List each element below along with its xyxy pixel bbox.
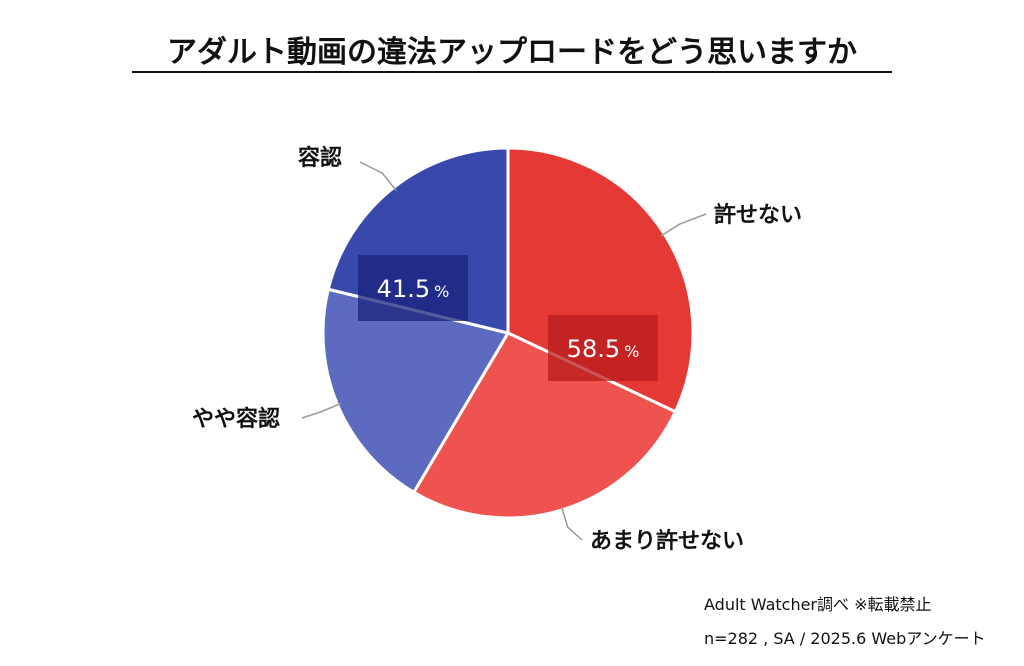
leader-line-amari-yurusenai [560,505,583,541]
svg-text:41.5%: 41.5% [377,275,450,303]
slice-label-yurusenai: 許せない [714,202,802,228]
svg-text:58.5%: 58.5% [567,335,640,363]
group-badge-approve-box [358,255,468,321]
source-line-1: Adult Watcher調べ ※転載禁止 [704,595,932,614]
group-unit-approve: % [434,282,449,301]
leader-line-younin [359,161,397,192]
leader-line-yaya-younin [301,402,342,419]
slice-label-amari-yurusenai: あまり許せない [590,528,744,554]
slice-label-younin: 容認 [298,145,342,171]
chart-title: アダルト動画の違法アップロードをどう思いますか [167,35,857,70]
leader-line-yurusenai [660,213,707,237]
slice-label-yaya-younin: やや容認 [192,406,280,432]
group-badge-disapprove: 58.5% [548,315,658,381]
group-unit-disapprove: % [624,342,639,361]
source-line-2: n=282 , SA / 2025.6 Webアンケート [704,629,986,648]
slice-leader-lines [301,161,707,541]
group-badge-disapprove-box [548,315,658,381]
group-value-disapprove: 58.5 [567,335,620,363]
group-value-approve: 41.5 [377,275,430,303]
group-badge-approve: 41.5% [358,255,468,321]
